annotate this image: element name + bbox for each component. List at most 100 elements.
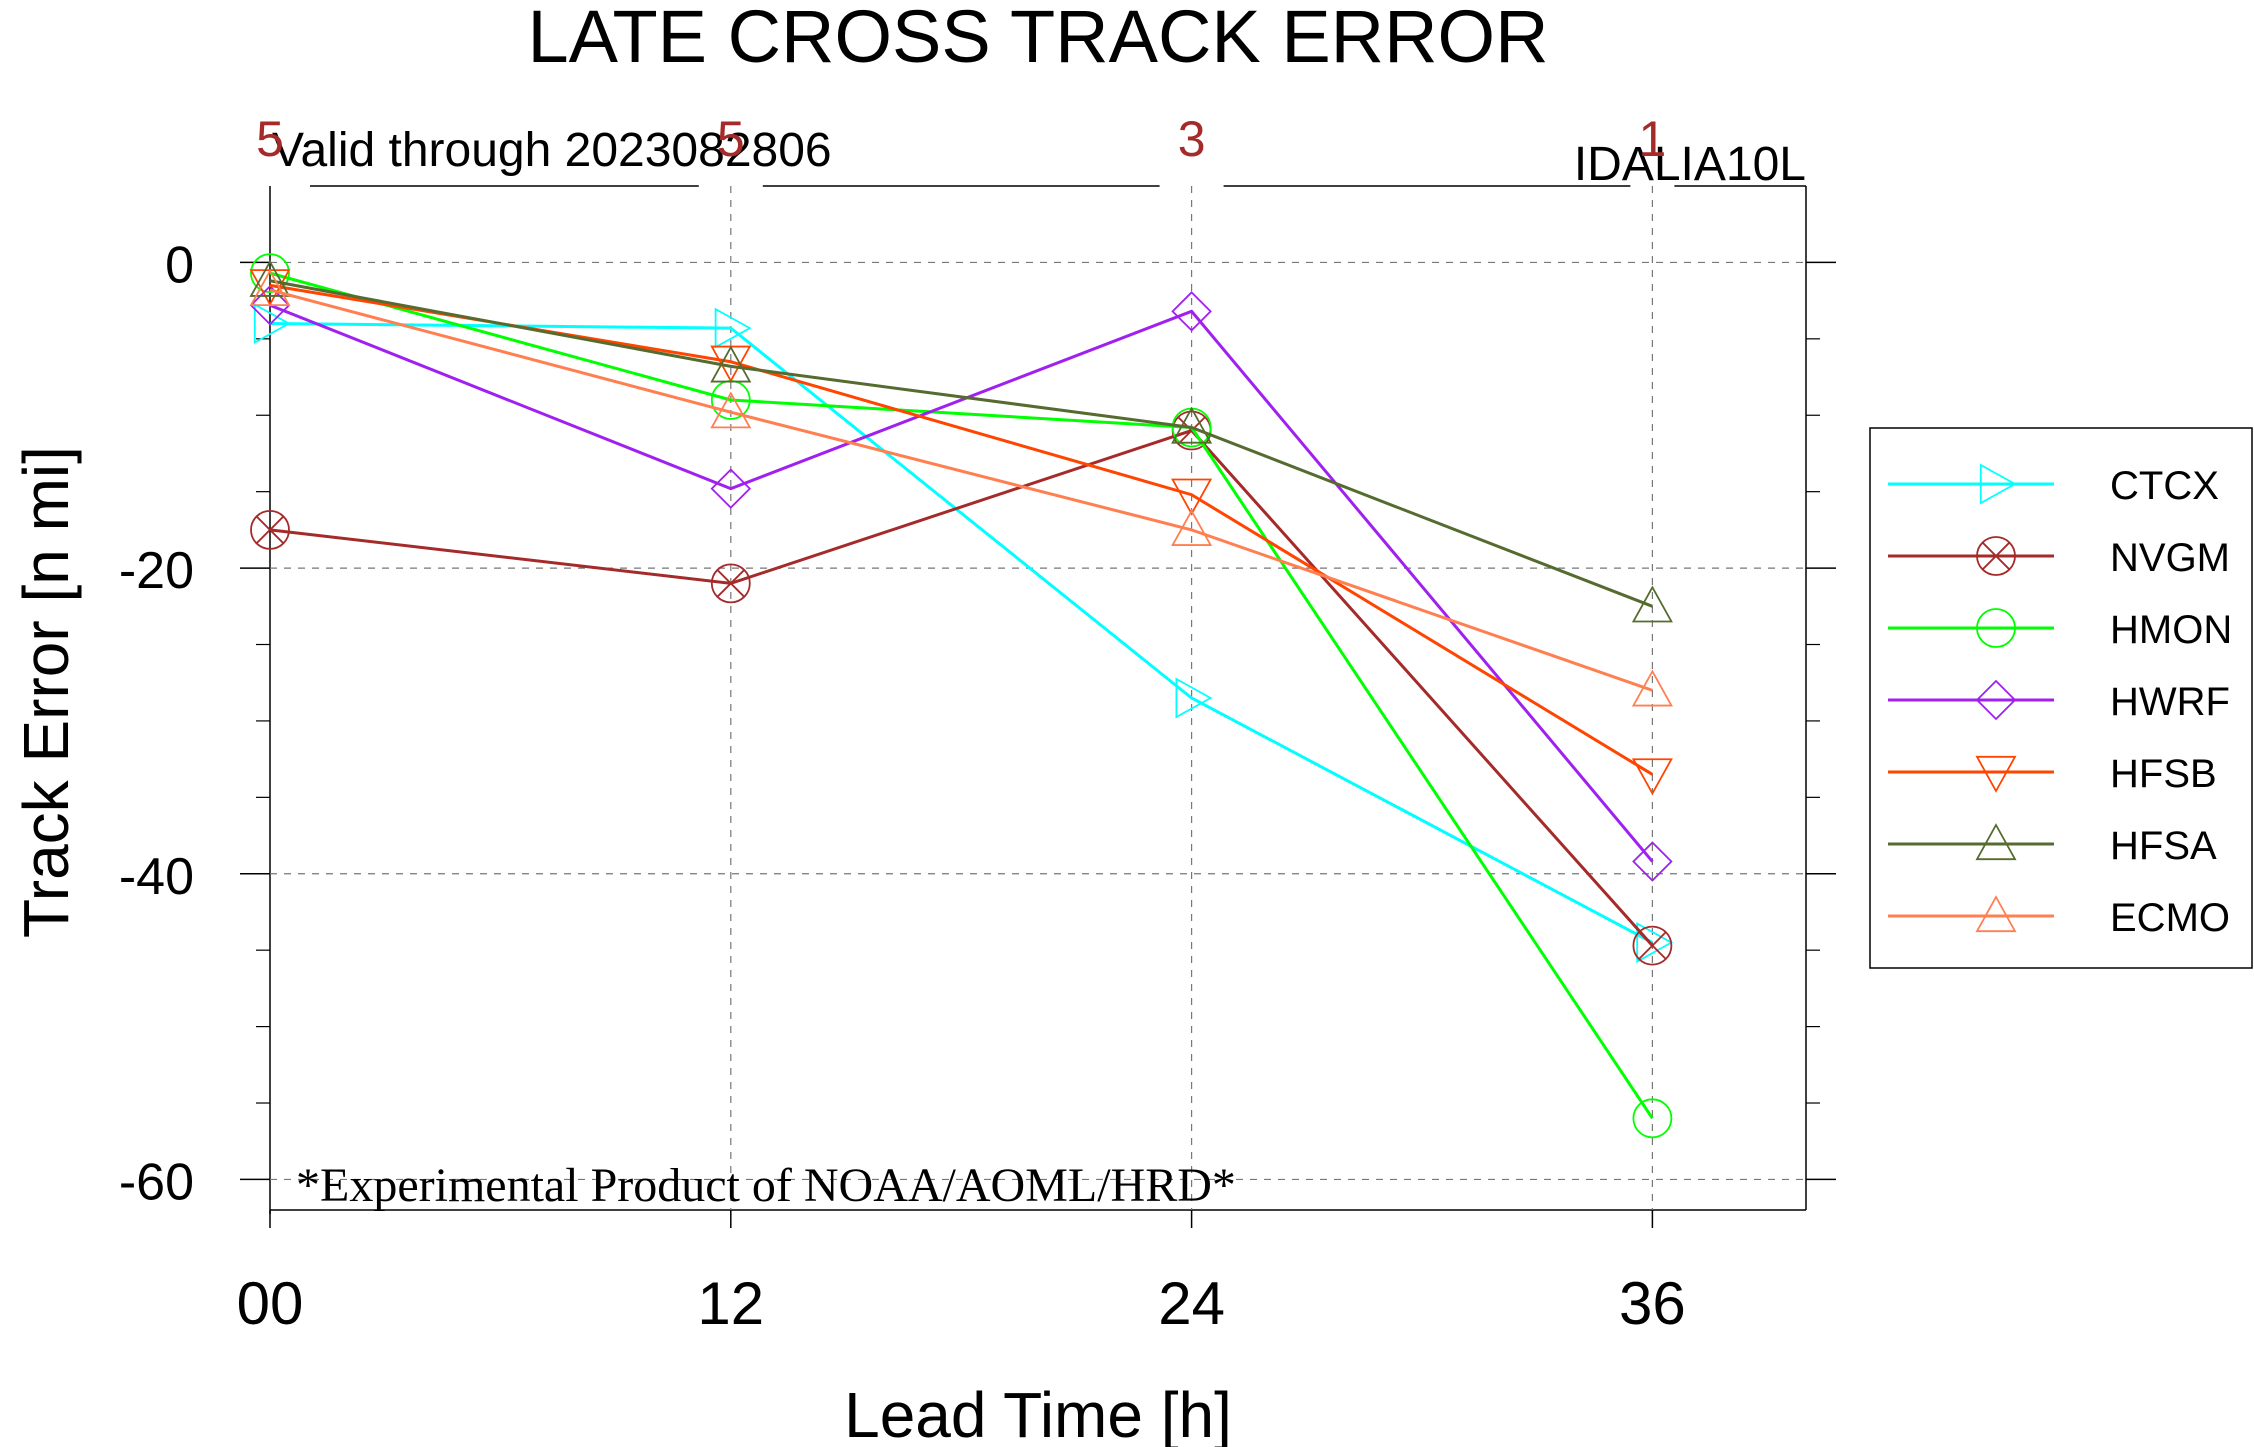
marker-diamond [1171, 291, 1212, 332]
x-tick-label: 00 [237, 1270, 304, 1337]
grid [269, 186, 1806, 1214]
marker-circle-x [1632, 925, 1673, 966]
legend-label: HFSA [2110, 824, 2217, 868]
marker-triangle-up [1631, 585, 1673, 623]
legend-label: HWRF [2110, 680, 2230, 724]
case-count: 1 [1638, 111, 1666, 167]
marker-triangle-down [1975, 755, 2017, 793]
legend-item-ctcx: CTCX [1888, 463, 2219, 508]
marker-diamond [1975, 679, 2017, 721]
series-nvgm [250, 410, 1673, 966]
marker-x-stroke [1177, 416, 1206, 445]
marker-triangle-up [1171, 406, 1213, 444]
marker-triangle-right [253, 303, 291, 345]
legend-item-hfsb: HFSB [1888, 752, 2217, 796]
legend: CTCX NVGM HMON HWRF HFSB HFSA ECMO [1869, 427, 2253, 969]
marker-circle [1976, 608, 2016, 648]
footnote: *Experimental Product of NOAA/AOML/HRD* [296, 1159, 1236, 1212]
marker-triangle-up [1631, 669, 1673, 707]
marker-triangle-up [1171, 406, 1213, 444]
series-hmon [250, 253, 1673, 1139]
marker-triangle-up [1975, 823, 2017, 861]
legend-label: ECMO [2110, 896, 2230, 940]
marker-x-stroke [255, 515, 285, 544]
marker-triangle-down [1631, 758, 1673, 796]
marker-triangle-right [714, 307, 752, 349]
series-layer [249, 253, 1674, 1139]
marker-diamond [1632, 841, 1673, 882]
marker-diamond [710, 468, 752, 509]
marker-triangle-up [1171, 509, 1213, 546]
marker-circle [250, 509, 290, 550]
marker-triangle-up [710, 391, 752, 429]
marker-triangle-up [1631, 669, 1673, 707]
axis-ticks: 00 12 24 36 0 -20 -40 -60 [119, 236, 1836, 1337]
marker-x-stroke [1981, 541, 2011, 571]
case-count: 5 [717, 111, 745, 167]
marker-triangle-right [714, 307, 752, 349]
case-count: 3 [1178, 111, 1206, 167]
series-line-ecmo [269, 288, 1653, 692]
y-axis-label: Track Error [n mi] [10, 446, 82, 938]
marker-triangle-up [710, 345, 752, 383]
marker-triangle-up [1631, 585, 1673, 623]
legend-label: NVGM [2110, 536, 2230, 580]
marker-triangle-right [1636, 922, 1674, 964]
x-tick-label: 24 [1158, 1270, 1225, 1337]
marker-circle [1632, 925, 1673, 966]
marker-x-stroke [1638, 931, 1667, 960]
x-tick-label: 12 [697, 1270, 764, 1337]
y-tick-label: -20 [119, 542, 194, 600]
series-line-hwrf [269, 303, 1654, 863]
marker-circle [1976, 608, 2016, 648]
plot-frame [270, 185, 1807, 1211]
series-line-ctcx [269, 322, 1654, 944]
marker-triangle-up [1975, 895, 2017, 933]
marker-diamond [1171, 291, 1212, 332]
series-line-nvgm [269, 428, 1654, 947]
case-count: 5 [256, 111, 284, 167]
marker-triangle-right [1175, 677, 1213, 719]
marker-triangle-up [1171, 509, 1213, 546]
chart-subtitle-right: IDALIA10L [1574, 138, 1806, 191]
marker-circle [1632, 1098, 1673, 1139]
x-tick-label: 36 [1619, 1270, 1686, 1337]
chart-title: LATE CROSS TRACK ERROR [527, 0, 1548, 78]
legend-item-hwrf: HWRF [1888, 679, 2230, 724]
marker-triangle-down [1171, 478, 1213, 516]
marker-circle [1632, 1098, 1673, 1139]
marker-circle [250, 253, 290, 294]
marker-triangle-right [253, 303, 291, 345]
marker-triangle-down [1975, 755, 2017, 793]
marker-diamond [1632, 841, 1673, 882]
marker-triangle-down [1631, 758, 1673, 796]
marker-triangle-up [249, 259, 291, 297]
marker-diamond [249, 284, 291, 326]
marker-triangle-up [1975, 895, 2017, 933]
series-ecmo [249, 269, 1673, 707]
legend-label: HMON [2110, 608, 2232, 652]
marker-triangle-up [249, 269, 291, 307]
marker-triangle-right [1175, 677, 1213, 719]
y-tick-label: -40 [119, 848, 194, 906]
marker-circle-x [710, 563, 751, 604]
x-axis-label: Lead Time [h] [844, 1379, 1232, 1447]
marker-triangle-up [710, 345, 752, 383]
marker-circle [250, 253, 290, 294]
marker-triangle-right [1636, 922, 1674, 964]
legend-box [1869, 427, 2253, 969]
series-line-hfsa [269, 279, 1653, 608]
legend-item-ecmo: ECMO [1888, 895, 2230, 940]
marker-triangle-up [249, 259, 291, 297]
series-ctcx [253, 303, 1674, 964]
legend-item-nvgm: NVGM [1888, 536, 2230, 580]
marker-triangle-right [1979, 463, 2017, 505]
marker-diamond [1975, 679, 2017, 721]
legend-label: HFSB [2110, 752, 2217, 796]
marker-circle-x [250, 509, 290, 550]
chart-subtitle-left: Valid through 2023082806 [272, 124, 832, 177]
legend-item-hmon: HMON [1888, 608, 2232, 652]
marker-triangle-up [1975, 823, 2017, 861]
legend-item-hfsa: HFSA [1888, 823, 2217, 868]
case-counts: 5 5 3 1 [256, 111, 1666, 167]
